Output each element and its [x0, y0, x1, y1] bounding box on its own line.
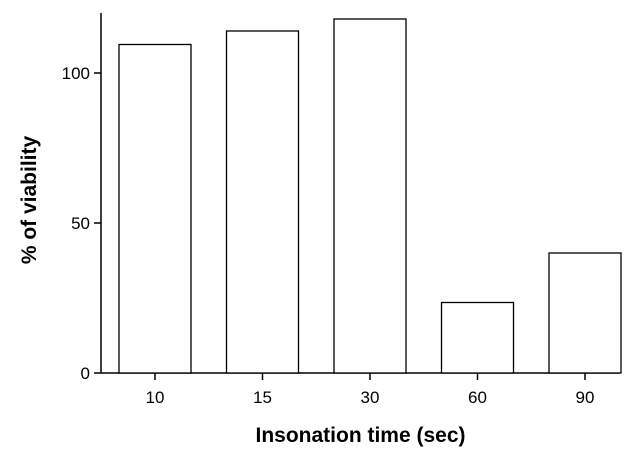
bar-30: [333, 18, 407, 374]
x-tick-label: 60: [468, 388, 487, 407]
x-tick-label: 15: [253, 388, 272, 407]
bar-60: [440, 301, 515, 374]
x-tick-label: 10: [146, 388, 165, 407]
x-tick-label: 30: [361, 388, 380, 407]
y-tick-label: 50: [71, 214, 90, 233]
y-axis: 0 50 100: [62, 13, 102, 383]
x-tick-label: 90: [576, 388, 595, 407]
bar-15: [225, 30, 300, 374]
bars: [118, 18, 622, 374]
x-axis: 10 15 30 60 90: [101, 372, 620, 407]
y-tick-label: 0: [81, 364, 90, 383]
x-axis-title: Insonation time (sec): [255, 424, 465, 447]
bar-90: [548, 252, 622, 374]
y-tick-label: 100: [62, 64, 90, 83]
bar-10: [118, 43, 192, 374]
y-axis-title: % of viability: [18, 136, 41, 265]
